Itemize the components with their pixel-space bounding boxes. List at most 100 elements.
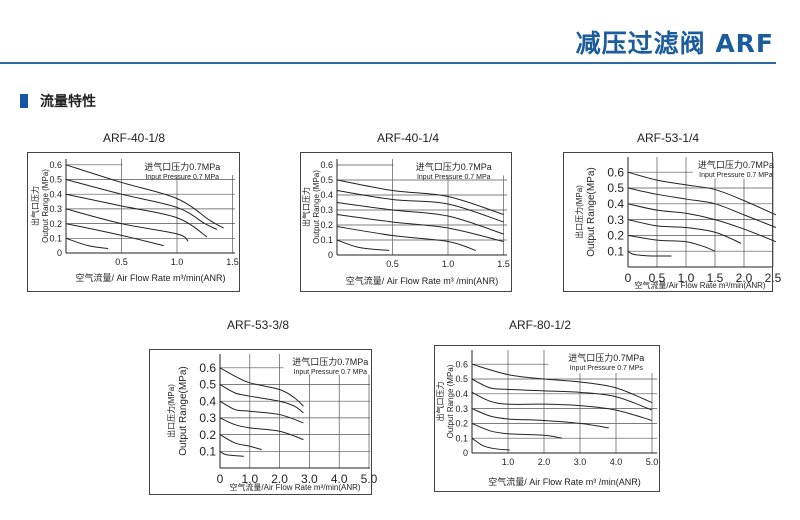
- pressure-curve: [627, 250, 672, 257]
- pressure-curve: [219, 400, 304, 424]
- pressure-curve: [471, 422, 563, 439]
- y-tick-label: 0.6: [199, 361, 216, 375]
- y-axis-label: Output Range (MPa): [446, 364, 455, 438]
- chart-svg: 0 0.1 0.2 0.3 0.4 0.5 0.6 0.5 1.0 1.5 进气口压力0.7MPa I…: [301, 159, 510, 286]
- x-axis-label: 空气流量/ Air Flow Rate m³ /min(ANR): [488, 476, 641, 487]
- y-tick-label: 0.1: [49, 233, 62, 243]
- y-tick-label: 0.4: [199, 394, 216, 408]
- annotation-bg: [393, 159, 507, 176]
- y-tick-label: 0.5: [199, 378, 216, 392]
- annotation-cn: 进气口压力0.7MPa: [292, 356, 368, 367]
- pressure-curve: [336, 239, 390, 251]
- x-tick-label: 3.0: [301, 472, 318, 486]
- pressure-curve: [336, 202, 504, 235]
- pressure-curve: [65, 208, 189, 242]
- pressure-curve: [471, 391, 653, 421]
- y-tick-label: 0.1: [199, 445, 216, 459]
- annotation-en: Input Pressure 0.7 MPa: [145, 174, 219, 181]
- x-tick-label: 4.0: [331, 472, 348, 486]
- x-tick-label: 1.5: [707, 271, 724, 285]
- y-tick-label: 0.4: [320, 190, 333, 200]
- y-tick-label: 0.3: [320, 205, 333, 215]
- x-tick-label: 2.0: [538, 457, 551, 467]
- y-tick-label: 0.4: [455, 389, 468, 399]
- x-tick-label: 2.5: [765, 271, 782, 285]
- y-tick-label: 0.1: [607, 244, 624, 258]
- x-tick-label: 3.0: [574, 457, 587, 467]
- annotation-bg: [548, 350, 657, 374]
- y-tick-label: 0.6: [320, 160, 333, 170]
- y-tick-label: 0.1: [455, 433, 468, 443]
- chart-title: ARF-40-1/8: [102, 131, 166, 145]
- x-axis-label: 空气流量/ Air Flow Rate m³ /min(ANR): [346, 275, 499, 286]
- x-tick-label: 0: [217, 472, 224, 486]
- x-tick-label: 2.0: [271, 472, 288, 486]
- pressure-curve: [65, 164, 224, 229]
- annotation-en: Input Pressure 0.7 MPa: [294, 369, 368, 376]
- section-marker: [20, 94, 28, 108]
- x-tick-label: 0.5: [649, 271, 666, 285]
- pressure-curve: [65, 193, 208, 238]
- y-tick-label: 0.3: [49, 204, 62, 214]
- chart-svg: 0.1 0.2 0.3 0.4 0.5 0.6 0 1.0 2.0 3.0 4.0 5.0 进气口压力0…: [166, 354, 378, 492]
- flow-chart: 0.1 0.2 0.3 0.4 0.5 0.6 0 1.0 2.0 3.0 4.0 5.0 进气口压力0…: [149, 349, 378, 495]
- y-tick-label: 0.5: [455, 374, 468, 384]
- annotation-en: Input Pressure 0.7 MPa: [699, 172, 773, 179]
- y-axis-label: Output Range (MPa): [41, 169, 50, 243]
- annotation-bg: [283, 354, 370, 375]
- annotation-cn: 进气口压力0.7MPa: [144, 161, 220, 172]
- flow-chart: 0.1 0.2 0.3 0.4 0.5 0.6 0 0.5 1.0 1.5 2.0 2.5 进气口压力0…: [563, 152, 782, 292]
- x-tick-label: 1.5: [226, 257, 239, 267]
- pressure-curve: [471, 437, 510, 451]
- chart-svg: 0 0.1 0.2 0.3 0.4 0.5 0.6 0.5 1.0 1.5 进气口压力0.7MPa I…: [30, 159, 239, 283]
- x-tick-label: 1.0: [171, 257, 184, 267]
- pressure-curve: [471, 378, 653, 411]
- y-tick-label: 0.3: [607, 213, 624, 227]
- pressure-curve: [627, 234, 716, 252]
- y-tick-label: 0.3: [199, 411, 216, 425]
- x-tick-label: 4.0: [610, 457, 623, 467]
- x-tick-label: 5.0: [646, 457, 659, 467]
- chart-title: ARF-80-1/2: [508, 318, 572, 332]
- pressure-curve: [65, 179, 218, 230]
- y-axis-label: 出口压力(MPa): [166, 384, 176, 438]
- pressure-curve: [336, 190, 504, 223]
- pressure-curve: [471, 363, 653, 404]
- y-tick-label: 0.6: [455, 359, 468, 369]
- chart-svg: 0 0.1 0.2 0.3 0.4 0.5 0.6 1.0 2.0 3.0 4.0 5.0 进气口压力0…: [435, 350, 659, 487]
- pressure-curve: [219, 417, 304, 441]
- pressure-curve: [627, 219, 742, 244]
- x-tick-label: 5.0: [361, 472, 378, 486]
- y-tick-label: 0: [57, 248, 62, 258]
- pressure-curve: [627, 187, 777, 228]
- y-axis-label: 出气口压力: [30, 186, 40, 226]
- flow-chart: 0 0.1 0.2 0.3 0.4 0.5 0.6 1.0 2.0 3.0 4.0 5.0 进气口压力0…: [434, 345, 660, 492]
- x-tick-label: 1.0: [241, 472, 258, 486]
- y-axis-label: Output Range(MPa): [178, 366, 189, 456]
- chart-title: ARF-53-1/4: [636, 131, 700, 145]
- y-tick-label: 0.3: [455, 404, 468, 414]
- chart-svg: 0.10.2 0.3 0.4 0.5 0.6 0 0.5 1.0 1.5 2.0 2.5 进气口压力0…: [574, 157, 782, 290]
- pressure-curve: [219, 384, 304, 414]
- chart-title: ARF-40-1/4: [376, 131, 440, 145]
- pressure-curve: [219, 450, 244, 457]
- flow-chart: 0 0.1 0.2 0.3 0.4 0.5 0.6 0.5 1.0 1.5 进气口压力0.7MPa I…: [300, 152, 512, 292]
- annotation-en: Input Pressure 0.7 MPa: [417, 174, 491, 181]
- x-tick-label: 0.5: [115, 257, 128, 267]
- y-tick-label: 0.1: [320, 235, 333, 245]
- y-tick-label: 0: [328, 250, 333, 260]
- section-heading: 流量特性: [20, 91, 96, 111]
- annotation-bg: [122, 159, 235, 176]
- pressure-curve: [336, 214, 504, 242]
- x-axis-label: 空气流量/Air Flow Rate m³/min(ANR): [634, 280, 765, 290]
- x-tick-label: 0: [625, 271, 632, 285]
- annotation-cn: 进气口压力0.7MPa: [698, 159, 774, 170]
- x-axis-label: 空气流量/ Air Flow Rate m³/min(ANR): [75, 272, 225, 283]
- y-tick-label: 0.5: [607, 181, 624, 195]
- section-title: 流量特性: [40, 94, 96, 110]
- chart-title: ARF-53-3/8: [226, 318, 290, 332]
- annotation-en: Input Pressure 0.7 MPs: [570, 365, 644, 372]
- annotation-cn: 进气口压力0.7MPa: [416, 161, 492, 172]
- pressure-curve: [219, 434, 262, 451]
- y-tick-label: 0.4: [607, 197, 624, 211]
